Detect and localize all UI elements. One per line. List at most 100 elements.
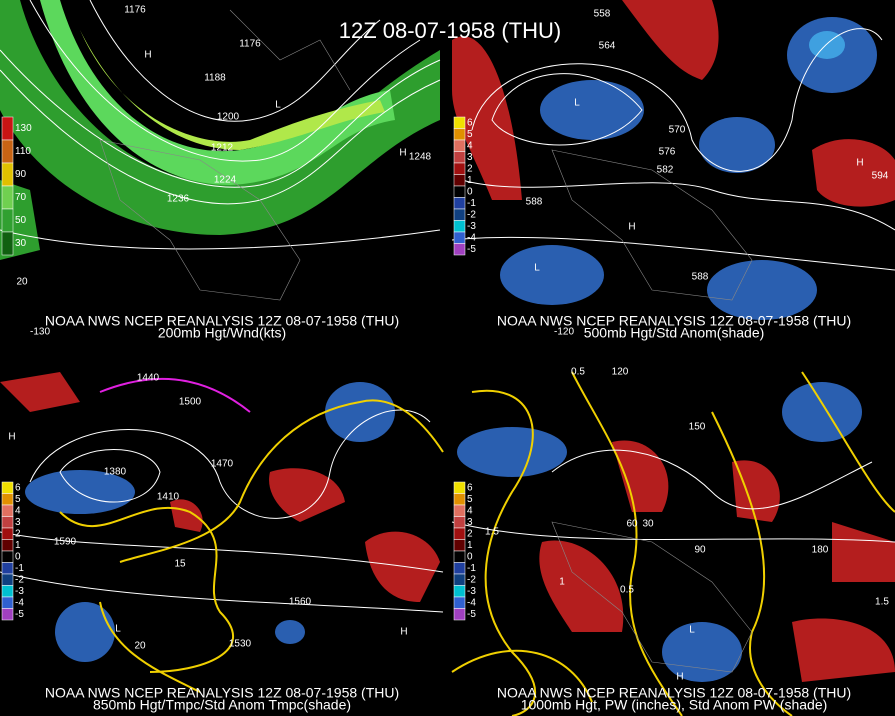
contour-label: -130: [30, 327, 50, 338]
main-title: 12Z 08-07-1958 (THU): [339, 18, 562, 43]
legend-label: 110: [15, 146, 31, 157]
contour-label: 1470: [211, 459, 234, 470]
legend-label: 2: [467, 163, 473, 174]
contour-label: H: [400, 627, 407, 638]
legend-label: 0: [467, 551, 473, 562]
anomaly-shade: [809, 31, 845, 59]
contour-label: 1: [559, 577, 565, 588]
contour-label: 1530: [229, 639, 252, 650]
panel-caption: NOAA NWS NCEP REANALYSIS 12Z 08-07-1958 …: [45, 313, 399, 329]
contour-label: 1380: [104, 467, 127, 478]
legend-label: -1: [467, 198, 476, 209]
legend-label: -2: [467, 209, 476, 220]
contour-label: 1440: [137, 373, 160, 384]
anomaly-shade: [500, 245, 604, 305]
legend-label: 3: [15, 517, 21, 528]
contour-label: 150: [689, 422, 706, 433]
anomaly-shade: [25, 470, 135, 514]
legend-label: 1: [15, 540, 21, 551]
contour-label: 20: [16, 277, 28, 288]
legend-swatch: [1, 208, 14, 233]
legend-label: 4: [467, 505, 473, 516]
legend-label: 5: [15, 494, 21, 505]
legend-swatch: [1, 562, 14, 575]
contour-label: 1176: [124, 5, 146, 16]
legend-swatch: [1, 516, 14, 529]
anomaly-shade: [622, 0, 719, 80]
contour-label: L: [574, 98, 580, 109]
legend-label: -5: [467, 244, 476, 255]
legend-label: -4: [15, 597, 24, 608]
anomaly-shade: [275, 620, 305, 644]
contour-label: 1500: [179, 397, 202, 408]
contour-label: H: [8, 432, 15, 443]
legend-label: 1: [467, 175, 473, 186]
panel-caption: NOAA NWS NCEP REANALYSIS 12Z 08-07-1958 …: [45, 685, 399, 701]
contour-label: 588: [526, 197, 543, 208]
contour-label: 570: [669, 125, 686, 136]
legend-label: 130: [15, 123, 32, 134]
legend-label: -4: [467, 232, 476, 243]
panel-caption: NOAA NWS NCEP REANALYSIS 12Z 08-07-1958 …: [497, 685, 851, 701]
contour-label: 1560: [289, 597, 312, 608]
legend-swatch: [1, 573, 14, 586]
legend-swatch: [453, 573, 466, 586]
legend-swatch: [453, 208, 466, 221]
contour-label: H: [628, 222, 635, 233]
legend-swatch: [1, 539, 14, 552]
contour-label: H: [676, 672, 683, 683]
legend-swatch: [453, 596, 466, 609]
contour-label: 1.5: [485, 527, 499, 538]
anomaly-shade: [707, 260, 817, 320]
legend-swatch: [1, 139, 14, 164]
legend-swatch: [453, 585, 466, 598]
legend-swatch: [453, 116, 466, 129]
legend-swatch: [453, 550, 466, 563]
anomaly-shade: [365, 531, 440, 602]
contour-label: L: [689, 625, 695, 636]
contour-label: H: [144, 50, 151, 61]
panel-subcaption: 850mb Hgt/Tmpc/Std Anom Tmpc(shade): [93, 697, 351, 713]
panel-200mb: 130 110 90 70 50 30 1176 1176 1188 1200 1212 1224 12…: [0, 0, 441, 341]
anomaly-shade: [832, 522, 895, 582]
legend-label: 90: [15, 169, 27, 180]
legend-swatch: [453, 243, 466, 256]
legend-swatch: [453, 516, 466, 529]
legend-label: 50: [15, 215, 27, 226]
contour-label: 1236: [167, 194, 190, 205]
legend-label: 1: [467, 540, 473, 551]
legend-swatch: [1, 596, 14, 609]
wind-shade: [0, 0, 440, 235]
panel-caption: NOAA NWS NCEP REANALYSIS 12Z 08-07-1958 …: [497, 313, 851, 329]
legend-swatch: [1, 550, 14, 563]
legend-label: 2: [15, 528, 21, 539]
contour-label: 1200: [217, 112, 240, 123]
anomaly-shade: [732, 460, 780, 522]
legend-label: 4: [15, 505, 21, 516]
panel-subcaption: 1000mb Hgt, PW (inches), Std Anom PW (sh…: [521, 697, 828, 713]
legend-swatch: [453, 527, 466, 540]
contour-label: 0.5: [571, 367, 585, 378]
legend-swatch: [453, 151, 466, 164]
legend-swatch: [453, 220, 466, 233]
legend-label: 70: [15, 192, 27, 203]
contour-label: 1176: [239, 39, 261, 50]
legend-swatch: [453, 174, 466, 187]
contour-label: L: [534, 263, 540, 274]
contour-label: 20: [134, 641, 146, 652]
contour-label: 1590: [54, 537, 77, 548]
legend-swatch: [453, 185, 466, 198]
anomaly-shade: [457, 427, 567, 477]
legend-swatch: [1, 493, 14, 506]
legend-label: 4: [467, 140, 473, 151]
legend-swatch: [453, 608, 466, 621]
anomaly-shade: [452, 36, 522, 200]
anomaly-shade: [782, 382, 862, 442]
contour-label: 30: [642, 519, 654, 530]
legend-label: 3: [467, 517, 473, 528]
legend-swatch: [1, 608, 14, 621]
legend-label: 5: [467, 129, 473, 140]
wind-shade: [80, 30, 385, 150]
